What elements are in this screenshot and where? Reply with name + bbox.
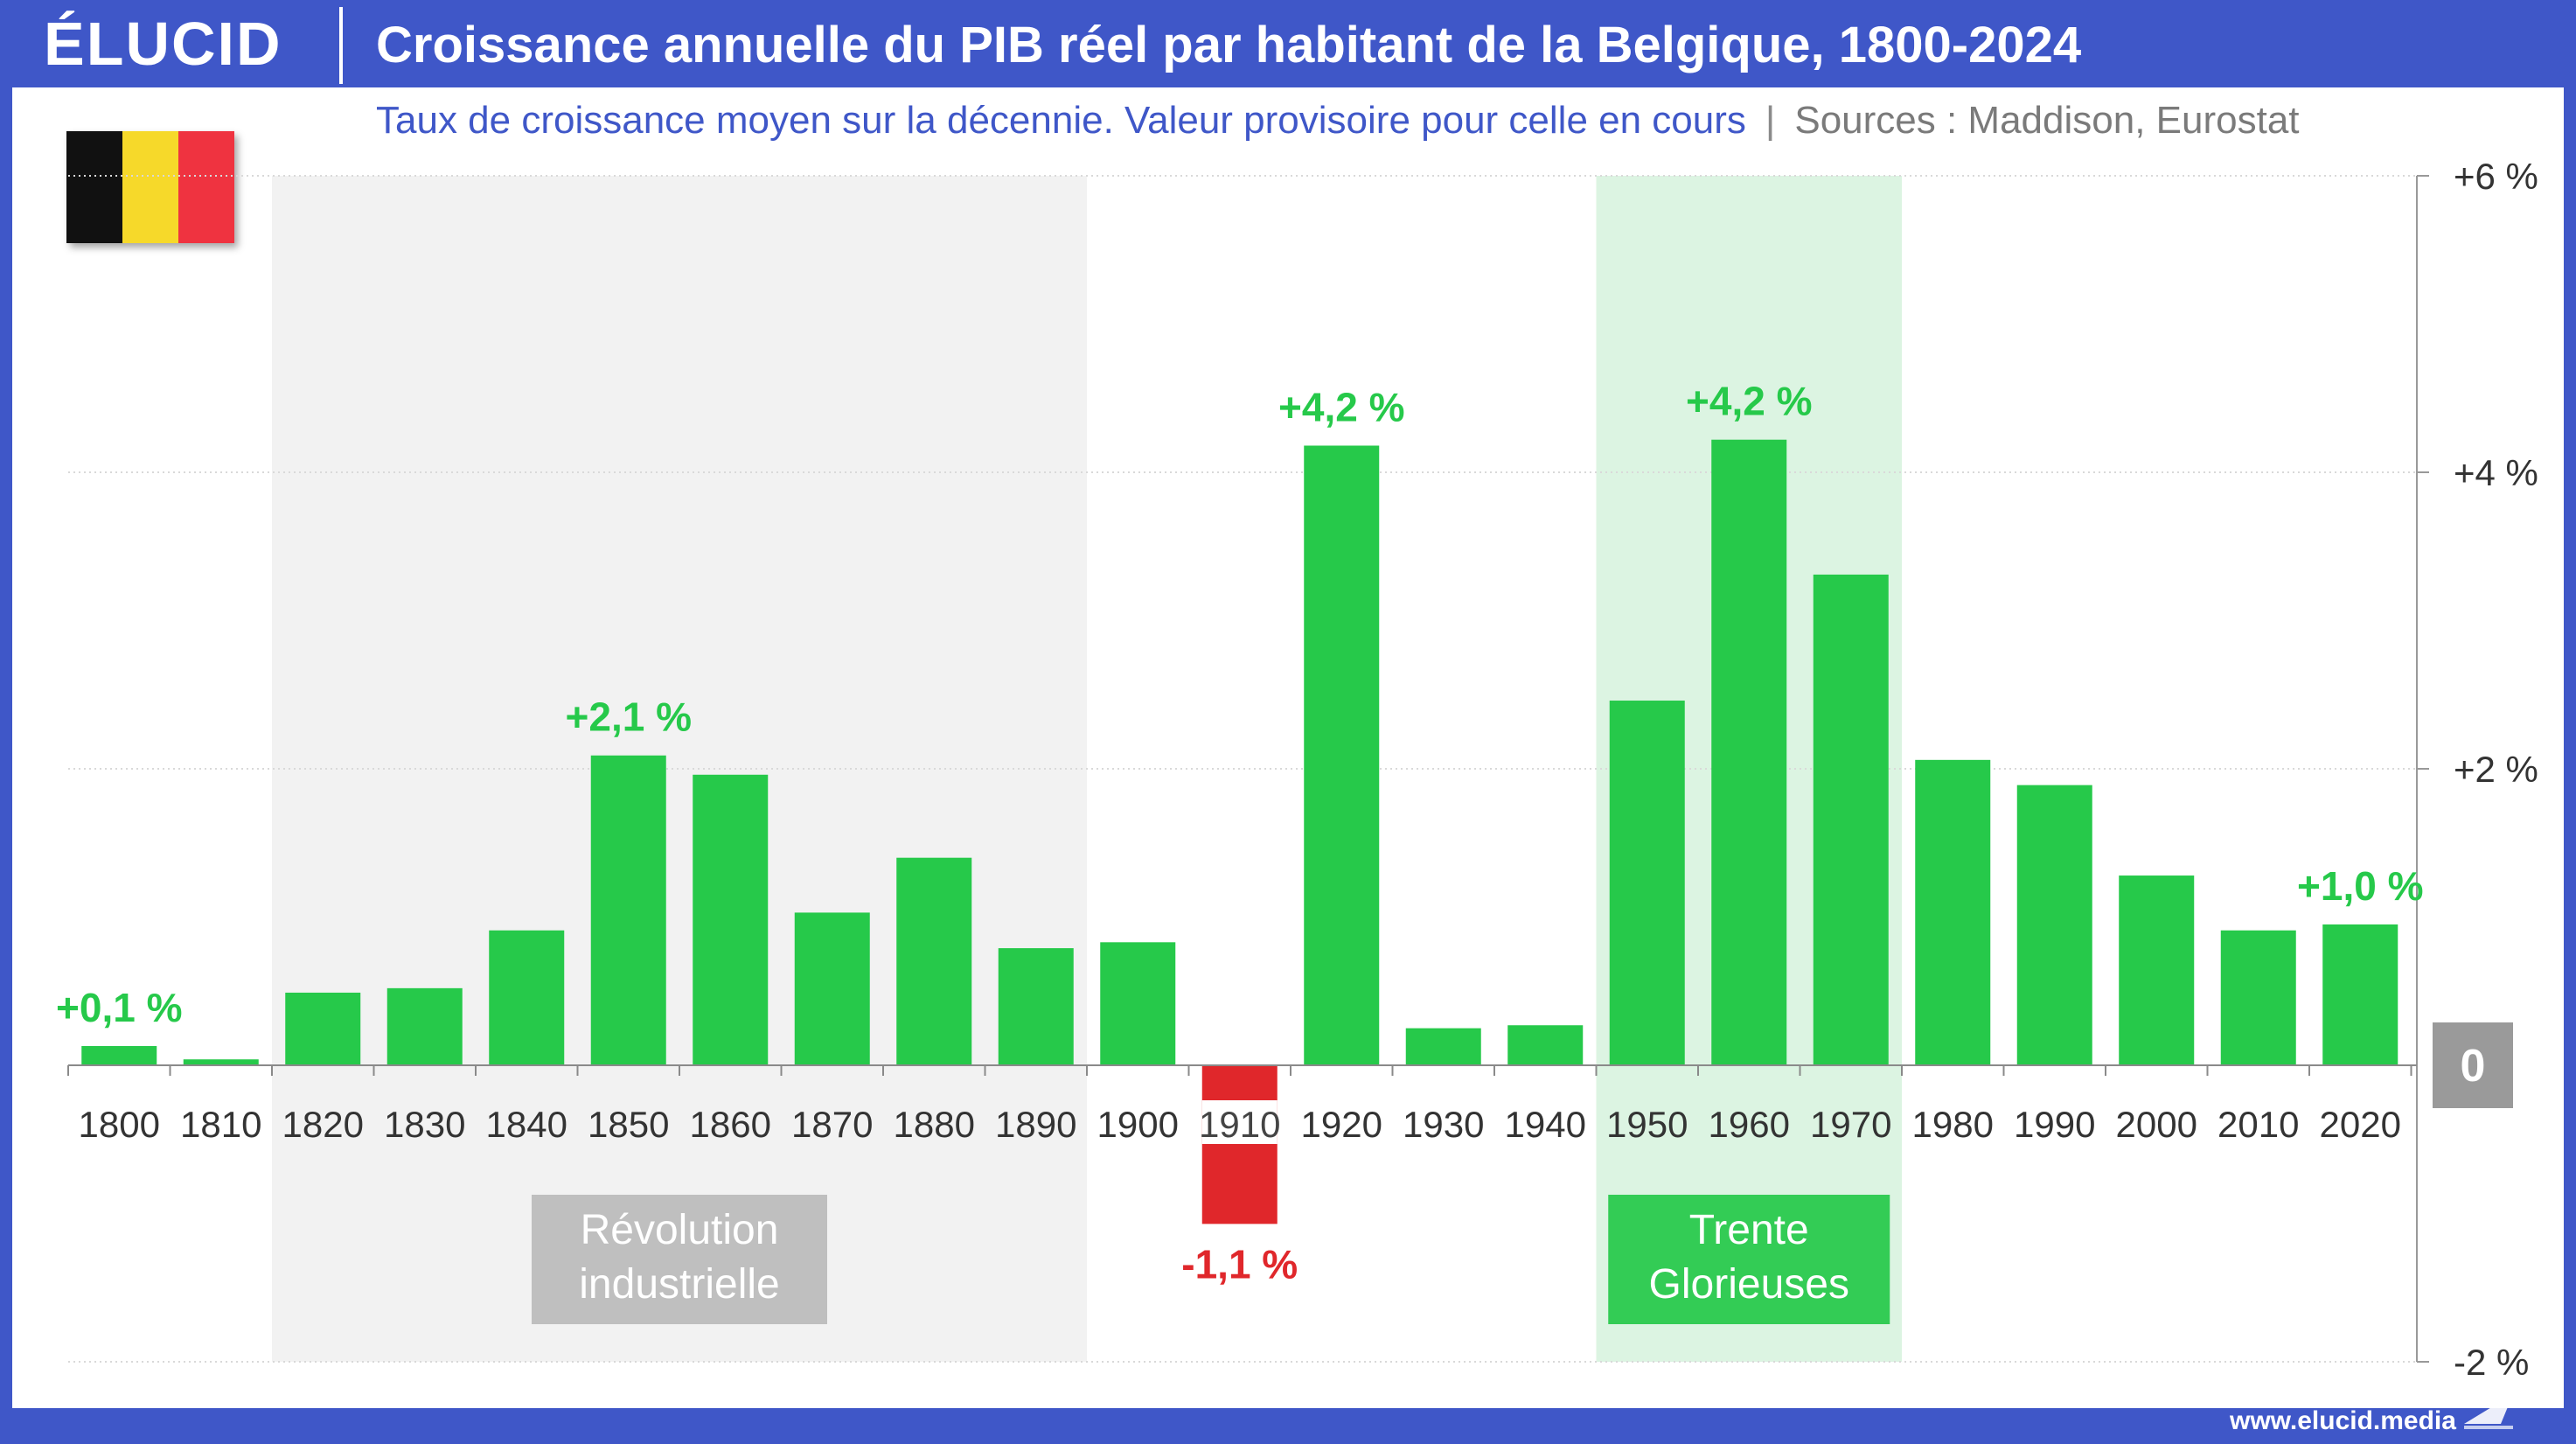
- data-label: +1,0 %: [2297, 863, 2424, 909]
- x-tick-label: 1850: [588, 1104, 669, 1145]
- data-label: +4,2 %: [1686, 379, 1813, 424]
- x-tick-label: 1980: [1912, 1104, 1994, 1145]
- bar-1950: [1609, 701, 1685, 1065]
- subtitle-separator: |: [1765, 99, 1776, 142]
- x-tick-label: 1800: [79, 1104, 160, 1145]
- x-tick-label: 1810: [180, 1104, 261, 1145]
- x-tick-label: 2010: [2217, 1104, 2299, 1145]
- x-tick-label: 1910: [1199, 1104, 1280, 1145]
- x-tick-label: 1890: [995, 1104, 1076, 1145]
- data-label: +0,1 %: [56, 985, 183, 1030]
- bar-1840: [489, 930, 565, 1065]
- bar-1820: [285, 992, 361, 1065]
- bar-1850: [590, 755, 666, 1065]
- period-label-box-2: [1608, 1195, 1890, 1324]
- y-tick-label: +4 %: [2454, 452, 2538, 493]
- flag-stripe-red: [178, 131, 234, 243]
- bar-2020: [2322, 924, 2398, 1065]
- x-tick-label: 1970: [1810, 1104, 1891, 1145]
- bar-1810: [183, 1059, 259, 1065]
- x-tick-label: 1880: [894, 1104, 975, 1145]
- x-tick-label: 1990: [2014, 1104, 2095, 1145]
- bar-1930: [1405, 1028, 1481, 1065]
- header-divider: [339, 7, 343, 84]
- belgium-flag-icon: [66, 131, 234, 243]
- subtitle-sources: Sources : Maddison, Eurostat: [1794, 99, 2300, 142]
- bar-1880: [896, 857, 972, 1065]
- chart-subtitle: Taux de croissance moyen sur la décennie…: [376, 96, 2300, 145]
- x-tick-label: 1940: [1505, 1104, 1586, 1145]
- header-bar: ÉLUCID Croissance annuelle du PIB réel p…: [0, 0, 2576, 87]
- bar-1900: [1100, 942, 1176, 1065]
- x-tick-label: 1870: [791, 1104, 873, 1145]
- data-label: -1,1 %: [1181, 1241, 1298, 1287]
- y-tick-label: +2 %: [2454, 749, 2538, 790]
- x-tick-label: 1900: [1097, 1104, 1179, 1145]
- bar-2010: [2220, 930, 2296, 1065]
- period-label-text: Trente: [1689, 1207, 1809, 1253]
- x-tick-label: 1960: [1709, 1104, 1790, 1145]
- bar-1980: [1915, 759, 1991, 1065]
- elucid-mark-icon: [2464, 1394, 2513, 1429]
- bar-1970: [1813, 574, 1889, 1065]
- y-tick-label: +6 %: [2454, 156, 2538, 197]
- x-tick-label: 1820: [282, 1104, 364, 1145]
- subtitle-description: Taux de croissance moyen sur la décennie…: [376, 99, 1746, 142]
- x-tick-label: 1950: [1606, 1104, 1688, 1145]
- bar-1990: [2016, 785, 2092, 1065]
- bar-1940: [1507, 1025, 1584, 1065]
- bar-2000: [2119, 875, 2195, 1065]
- chart-title: Croissance annuelle du PIB réel par habi…: [376, 17, 2082, 73]
- bar-1800: [81, 1045, 157, 1065]
- flag-stripe-yellow: [122, 131, 178, 243]
- period-label-box-1: [532, 1195, 827, 1324]
- x-tick-label: 1920: [1301, 1104, 1382, 1145]
- chart-layer: +6 % +4 % +2 % -2 % 1800 1810 1820 1830 1840 1850…: [56, 156, 2538, 1383]
- x-tick-label: 1860: [690, 1104, 771, 1145]
- x-tick-label: 1840: [486, 1104, 567, 1145]
- data-label: +4,2 %: [1278, 384, 1405, 429]
- period-label-text: Révolution: [581, 1207, 779, 1253]
- zero-badge: [2433, 1022, 2513, 1108]
- footer-url: www.elucid.media: [2230, 1406, 2456, 1435]
- data-label: +2,1 %: [566, 694, 693, 740]
- bar-1870: [794, 912, 870, 1065]
- bar-1830: [386, 987, 463, 1065]
- x-tick-label: 2000: [2116, 1104, 2197, 1145]
- bar-1890: [998, 948, 1074, 1065]
- y-tick-label: -2 %: [2454, 1342, 2529, 1383]
- x-tick-label: 2020: [2320, 1104, 2401, 1145]
- zero-label: 0: [2461, 1041, 2486, 1092]
- bar-1910: [1201, 1065, 1278, 1224]
- bar-1860: [693, 774, 769, 1065]
- period-label-text: Glorieuses: [1649, 1261, 1849, 1308]
- bar-1960: [1711, 439, 1787, 1066]
- flag-stripe-black: [66, 131, 122, 243]
- x-tick-label: 1830: [384, 1104, 465, 1145]
- brand-logo: ÉLUCID: [44, 10, 282, 78]
- period-label-text: industrielle: [579, 1261, 779, 1308]
- x-tick-label: 1930: [1403, 1104, 1484, 1145]
- x-label-backdrop: [1201, 1100, 1278, 1144]
- bar-1920: [1304, 445, 1380, 1065]
